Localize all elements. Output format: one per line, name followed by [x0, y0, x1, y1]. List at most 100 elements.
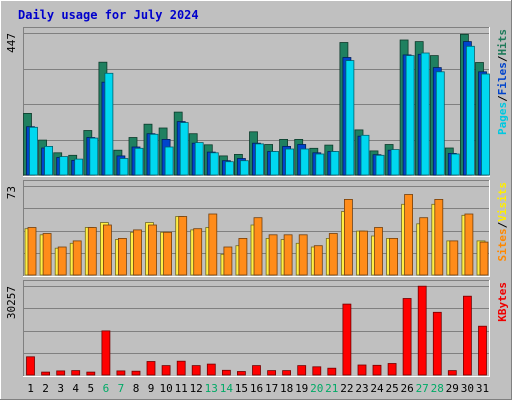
bar-sites-day-2	[42, 233, 52, 276]
bar-pages-day-7	[119, 158, 129, 176]
x-tick-label-day-10: 10	[159, 382, 172, 395]
bar-pages-day-30	[465, 45, 475, 176]
bar-kbytes-day-23	[357, 364, 367, 376]
bar-kbytes-day-26	[402, 298, 412, 376]
x-tick-label-day-26: 26	[400, 382, 413, 395]
x-tick-label-day-19: 19	[295, 382, 308, 395]
bar-sites-day-26	[404, 194, 414, 276]
bar-pages-day-1	[29, 126, 38, 176]
x-tick-label-day-16: 16	[250, 382, 263, 395]
bar-kbytes-day-16	[252, 365, 261, 376]
bar-sites-day-13	[208, 213, 218, 276]
bar-kbytes-day-27	[417, 285, 427, 376]
bar-sites-day-6	[103, 224, 112, 276]
bar-sites-day-12	[193, 228, 203, 276]
bar-pages-day-9	[149, 133, 159, 176]
y-axis-max-label: 30257	[5, 286, 18, 319]
bar-kbytes-day-24	[372, 364, 382, 376]
bar-kbytes-day-8	[131, 370, 141, 376]
legend-kbytes: KBytes	[496, 282, 509, 322]
bar-pages-day-11	[179, 122, 189, 176]
x-tick-label-day-1: 1	[27, 382, 34, 395]
x-tick-label-day-20: 20	[310, 382, 323, 395]
bar-pages-day-25	[390, 149, 400, 176]
bar-sites-day-14	[223, 246, 233, 276]
bar-sites-day-10	[163, 231, 173, 276]
x-tick-label-day-12: 12	[190, 382, 203, 395]
bar-kbytes-day-4	[71, 370, 81, 376]
x-tick-label-day-27: 27	[416, 382, 429, 395]
x-axis: 1 2 3 4 5 6 7 8 9 10 11 12 13 14 15 16 17 18 19 20 21 22 23 24 2…	[27, 382, 489, 395]
bar-pages-day-18	[285, 148, 295, 176]
legend-entry: Visits	[496, 182, 509, 222]
bar-sites-day-23	[359, 230, 368, 276]
bar-kbytes-day-11	[176, 360, 186, 376]
bar-kbytes-day-5	[86, 371, 96, 376]
x-tick-label-day-14: 14	[220, 382, 234, 395]
bar-pages-day-22	[345, 60, 355, 176]
x-tick-label-day-9: 9	[148, 382, 155, 395]
x-tick-label-day-7: 7	[118, 382, 125, 395]
bar-sites-day-3	[57, 246, 67, 276]
bar-sites-day-19	[298, 234, 308, 276]
bar-pages-day-8	[134, 147, 144, 176]
bar-sites-day-8	[133, 229, 142, 276]
bar-kbytes-day-13	[206, 363, 216, 376]
bar-kbytes-day-6	[101, 330, 111, 376]
bar-kbytes-day-3	[56, 370, 66, 376]
bar-kbytes-day-31	[478, 325, 487, 376]
legend-entry: KBytes	[496, 282, 509, 322]
bar-pages-day-13	[209, 152, 219, 176]
x-tick-label-day-24: 24	[370, 382, 384, 395]
bar-kbytes-day-30	[462, 295, 472, 376]
bar-sites-day-15	[238, 237, 248, 276]
x-tick-label-day-3: 3	[57, 382, 64, 395]
bar-pages-day-27	[420, 52, 430, 176]
bar-pages-day-4	[74, 158, 84, 176]
bar-sites-day-11	[178, 216, 188, 276]
panel-visits_sites: 73 Sites/Visits	[5, 180, 509, 277]
bar-kbytes-day-9	[146, 361, 156, 376]
bar-kbytes-day-17	[267, 370, 277, 376]
x-tick-label-day-4: 4	[72, 382, 79, 395]
x-tick-label-day-13: 13	[205, 382, 218, 395]
bar-sites-day-21	[328, 233, 338, 276]
bar-pages-day-6	[104, 72, 114, 176]
bar-kbytes-day-22	[342, 303, 352, 376]
x-tick-label-day-17: 17	[265, 382, 278, 395]
bar-pages-day-19	[300, 148, 310, 176]
legend-entry: Pages	[496, 102, 509, 135]
panel-kbytes: 30257 KBytes	[5, 280, 509, 377]
bar-kbytes-day-21	[327, 367, 337, 376]
legend-entry: /	[496, 221, 509, 228]
bar-kbytes-day-14	[221, 369, 231, 376]
y-axis-max-label: 73	[5, 186, 18, 199]
bar-sites-day-24	[374, 227, 383, 276]
x-tick-label-day-5: 5	[87, 382, 94, 395]
bar-kbytes-day-1	[26, 356, 35, 376]
x-tick-label-day-25: 25	[385, 382, 398, 395]
bar-kbytes-day-12	[191, 365, 201, 376]
bar-pages-day-31	[481, 73, 490, 176]
bar-pages-day-23	[360, 134, 370, 176]
bar-sites-day-31	[479, 241, 489, 276]
bar-sites-day-28	[434, 198, 444, 276]
bar-sites-day-29	[449, 240, 459, 276]
x-tick-label-day-8: 8	[133, 382, 140, 395]
legend-entry: /	[496, 95, 509, 102]
bar-pages-day-15	[239, 160, 249, 176]
bar-pages-day-28	[435, 71, 445, 176]
legend-hits_files_pages: Pages/Files/Hits	[496, 29, 509, 135]
bar-sites-day-22	[343, 198, 353, 276]
x-tick-label-day-2: 2	[42, 382, 49, 395]
bar-sites-day-1	[27, 227, 37, 276]
bar-sites-day-5	[87, 227, 97, 276]
bar-pages-day-10	[164, 146, 174, 176]
bar-sites-day-17	[268, 234, 278, 276]
bar-kbytes-day-25	[387, 363, 397, 376]
bar-pages-day-21	[330, 151, 340, 176]
x-tick-label-day-11: 11	[175, 382, 188, 395]
